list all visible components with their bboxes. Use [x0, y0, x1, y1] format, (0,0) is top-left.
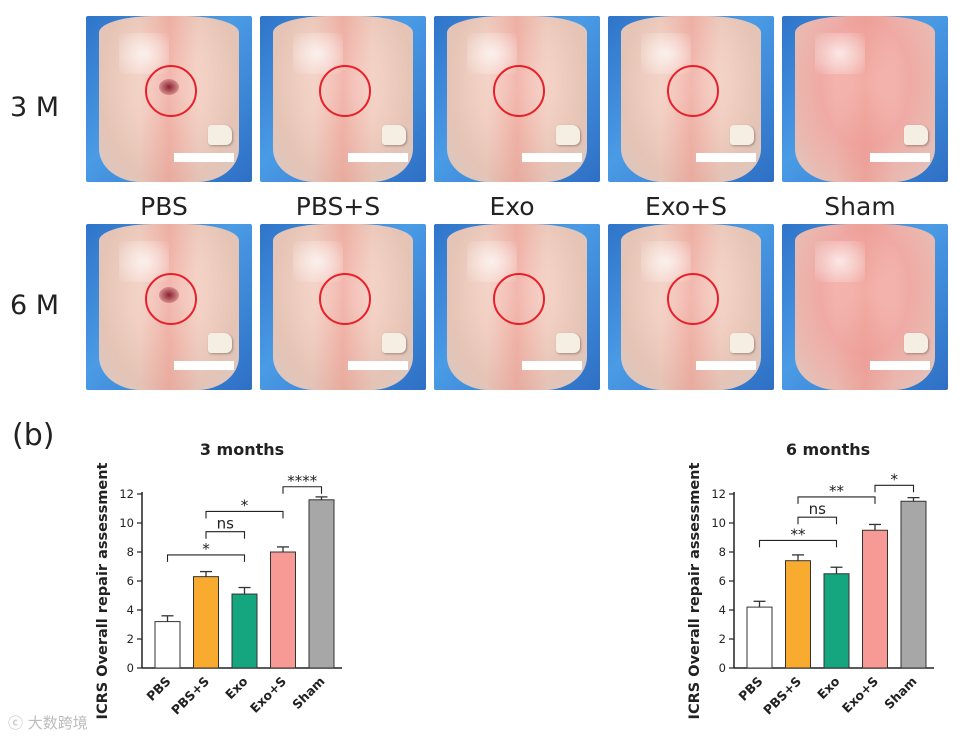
- x-tick-label: Exo: [222, 673, 251, 702]
- photo-3m-pbs-s: [260, 16, 426, 182]
- defect-circle-marker: [319, 65, 371, 117]
- row-label-6m: 6 M: [10, 290, 60, 321]
- x-tick-label: PBS+S: [760, 674, 804, 718]
- bar-pbs-plus-s: [193, 576, 219, 669]
- watermark-text: 大数跨境: [27, 714, 88, 732]
- photo-6m-sham: [782, 224, 948, 390]
- y-axis-label-0: ICRS Overall repair assessment: [95, 462, 111, 719]
- col-label-exo: Exo: [489, 192, 535, 221]
- bar-exo: [823, 573, 850, 669]
- defect-circle-marker: [319, 273, 371, 325]
- y-tick-label: 0: [719, 661, 726, 675]
- defect-circle-marker: [493, 273, 545, 325]
- watermark-logo: ⓒ 大数跨境: [8, 712, 88, 733]
- significance-label: *: [202, 540, 210, 558]
- x-tick-label: PBS+S: [168, 674, 212, 718]
- defect-circle-marker: [667, 273, 719, 325]
- bar-pbs: [746, 606, 773, 669]
- scale-bar: [870, 153, 930, 162]
- significance-bracket: [797, 496, 876, 504]
- photo-6m-exo-s: [608, 224, 774, 390]
- scale-bar: [696, 361, 756, 370]
- significance-label: *: [241, 496, 249, 514]
- bar-pbs: [154, 621, 181, 669]
- scale-bar: [174, 361, 234, 370]
- y-tick-label: 12: [119, 487, 134, 501]
- defect-circle-marker: [493, 65, 545, 117]
- scale-bar: [696, 153, 756, 162]
- y-tick-label: 2: [127, 632, 134, 646]
- chart-title-3-months: 3 months: [199, 440, 285, 459]
- col-label-exo-s: Exo+S: [645, 192, 727, 221]
- significance-label: ns: [217, 515, 235, 533]
- defect-circle-marker: [145, 273, 197, 325]
- photo-6m-exo: [434, 224, 600, 390]
- significance-bracket: [205, 510, 284, 519]
- y-tick-label: 10: [711, 516, 726, 530]
- y-tick-label: 10: [119, 516, 134, 530]
- photo-3m-sham: [782, 16, 948, 182]
- y-axis-label-1: ICRS Overall repair assessment: [687, 462, 703, 719]
- significance-bracket: [758, 539, 838, 548]
- significance-bracket: [874, 484, 915, 493]
- x-tick-label: Exo: [814, 673, 843, 702]
- y-tick-label: 6: [127, 574, 134, 588]
- defect-circle-marker: [667, 65, 719, 117]
- y-tick-label: 0: [127, 661, 134, 675]
- scale-bar: [522, 153, 582, 162]
- scale-bar: [348, 153, 408, 162]
- col-label-sham: Sham: [824, 192, 896, 221]
- bar-pbs-plus-s: [785, 560, 811, 669]
- photo-3m-exo-s: [608, 16, 774, 182]
- col-label-pbs: PBS: [140, 192, 188, 221]
- significance-label: **: [829, 482, 845, 500]
- bar-exo-plus-s: [270, 551, 296, 669]
- x-tick-label: PBS: [143, 674, 173, 704]
- significance-bracket: [797, 516, 838, 525]
- photo-3m-exo: [434, 16, 600, 182]
- bar-exo: [231, 593, 258, 669]
- photo-6m-pbs-s: [260, 224, 426, 390]
- y-tick-label: 8: [719, 545, 726, 559]
- scale-bar: [522, 361, 582, 370]
- y-tick-label: 8: [127, 545, 134, 559]
- significance-label: ns: [809, 500, 827, 518]
- y-tick-label: 4: [127, 603, 134, 617]
- significance-bracket: [282, 486, 323, 494]
- significance-label: **: [791, 525, 807, 543]
- defect-circle-marker: [145, 65, 197, 117]
- photo-3m-pbs: [86, 16, 252, 182]
- photo-6m-pbs: [86, 224, 252, 390]
- x-tick-label: Exo+S: [839, 674, 881, 716]
- x-tick-label: Sham: [289, 674, 327, 712]
- chart-title-6-months: 6 months: [785, 440, 871, 459]
- significance-label: *: [891, 470, 899, 488]
- y-tick-label: 12: [711, 487, 726, 501]
- significance-bracket: [205, 531, 246, 539]
- bar-sham: [900, 500, 927, 669]
- y-tick-label: 4: [719, 603, 726, 617]
- panel-label-b: (b): [12, 418, 55, 453]
- scale-bar: [174, 153, 234, 162]
- bar-exo-plus-s: [862, 529, 888, 669]
- significance-label: ****: [287, 472, 318, 490]
- col-label-pbs-s: PBS+S: [295, 192, 381, 221]
- watermark-icon: ⓒ: [8, 714, 24, 732]
- bar-sham: [308, 499, 335, 669]
- significance-bracket: [166, 554, 246, 562]
- x-tick-label: Sham: [881, 674, 919, 712]
- scale-bar: [870, 361, 930, 370]
- scale-bar: [348, 361, 408, 370]
- y-tick-label: 2: [719, 632, 726, 646]
- x-tick-label: PBS: [735, 674, 765, 704]
- y-tick-label: 6: [719, 574, 726, 588]
- row-label-3m: 3 M: [10, 92, 60, 123]
- x-tick-label: Exo+S: [247, 674, 289, 716]
